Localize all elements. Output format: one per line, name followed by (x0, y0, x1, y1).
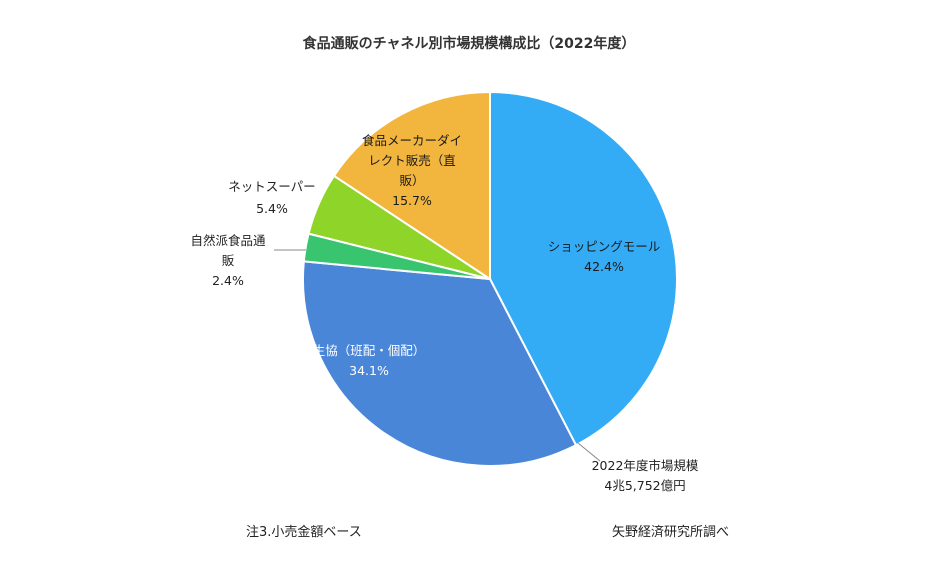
slice-value-label-4: 15.7% (392, 193, 432, 208)
slice-value-label-0: 42.4% (584, 259, 624, 274)
market-size-leader-line (577, 442, 601, 462)
market-size-line2: 4兆5,752億円 (604, 478, 686, 493)
market-size-line1: 2022年度市場規模 (591, 458, 699, 473)
slice-name-label-3: ネットスーパー (228, 179, 315, 194)
chart-title: 食品通販のチャネル別市場規模構成比（2022年度） (302, 36, 636, 52)
pie-slice-0 (489, 90, 678, 447)
note-source: 矢野経済研究所調べ (612, 525, 730, 540)
slice-name-label-4: 販） (399, 173, 424, 188)
slice-value-label-1: 34.1% (349, 363, 389, 378)
note-basis: 注3.小売金額ベース (246, 525, 362, 540)
pie-slice-1 (302, 260, 578, 467)
slice-name-label-4: 食品メーカーダイ (362, 133, 462, 148)
slice-name-label-0: ショッピングモール (548, 239, 661, 254)
slice-value-label-2: 2.4% (212, 273, 244, 288)
slice-name-label-1: 生協（班配・個配） (313, 343, 426, 358)
market-size-annotation: 2022年度市場規模 4兆5,752億円 (585, 456, 705, 496)
slice-value-label-3: 5.4% (256, 201, 288, 216)
slice-name-label-2: 販 (222, 253, 235, 268)
pie-slice-4 (332, 90, 491, 281)
slice-name-label-4: レクト販売（直 (368, 153, 456, 168)
slice-name-label-2: 自然派食品通 (190, 233, 266, 248)
